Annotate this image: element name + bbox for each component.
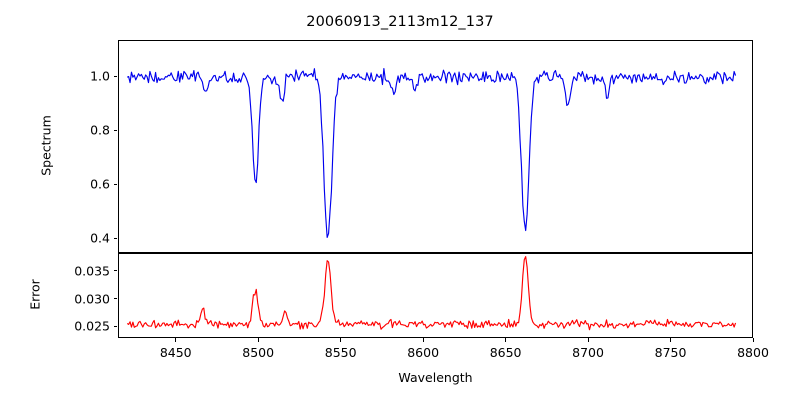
spectrum-ytick-label: 0.8 (90, 122, 110, 138)
xtick-mark (670, 338, 672, 342)
xtick-label: 8750 (654, 345, 687, 360)
spectrum-ytick-mark (113, 75, 117, 77)
error-ytick-label: 0.030 (74, 291, 110, 307)
x-axis-label: Wavelength (398, 370, 473, 385)
spectrum-plot-area (126, 67, 737, 238)
xtick-mark (175, 338, 177, 342)
xtick-mark (422, 338, 424, 342)
xtick-mark (257, 338, 259, 342)
xtick-mark (587, 338, 589, 342)
error-panel (118, 253, 753, 338)
xtick-mark (340, 338, 342, 342)
spectrum-ytick-label: 1.0 (90, 68, 110, 84)
spectrum-panel (118, 40, 753, 253)
error-y-axis-label: Error (27, 279, 43, 310)
xtick-label: 8550 (324, 345, 357, 360)
xtick-label: 8500 (242, 345, 275, 360)
error-ytick-mark (113, 270, 117, 272)
error-ytick-label: 0.035 (74, 263, 110, 279)
error-data-line (126, 256, 737, 331)
spectrum-ytick-label: 0.4 (90, 230, 110, 246)
error-ytick-mark (113, 325, 117, 327)
spectrum-ytick-mark (113, 183, 117, 185)
xtick-label: 8800 (737, 345, 769, 360)
plot-title: 20060913_2113m12_137 (306, 14, 494, 30)
xtick-label: 8650 (489, 345, 522, 360)
spectrum-ytick-mark (113, 129, 117, 131)
error-ytick-mark (113, 298, 117, 300)
xtick-label: 8600 (407, 345, 440, 360)
xtick-label: 8450 (159, 345, 192, 360)
spectrum-ytick-mark (113, 237, 117, 239)
spectrum-data-line (126, 67, 737, 238)
xtick-mark (752, 338, 754, 342)
error-plot-area (126, 256, 737, 331)
error-ytick-label: 0.025 (74, 318, 110, 334)
xtick-label: 8700 (572, 345, 604, 360)
spectrum-ytick-label: 0.6 (90, 176, 110, 192)
xtick-mark (505, 338, 507, 342)
